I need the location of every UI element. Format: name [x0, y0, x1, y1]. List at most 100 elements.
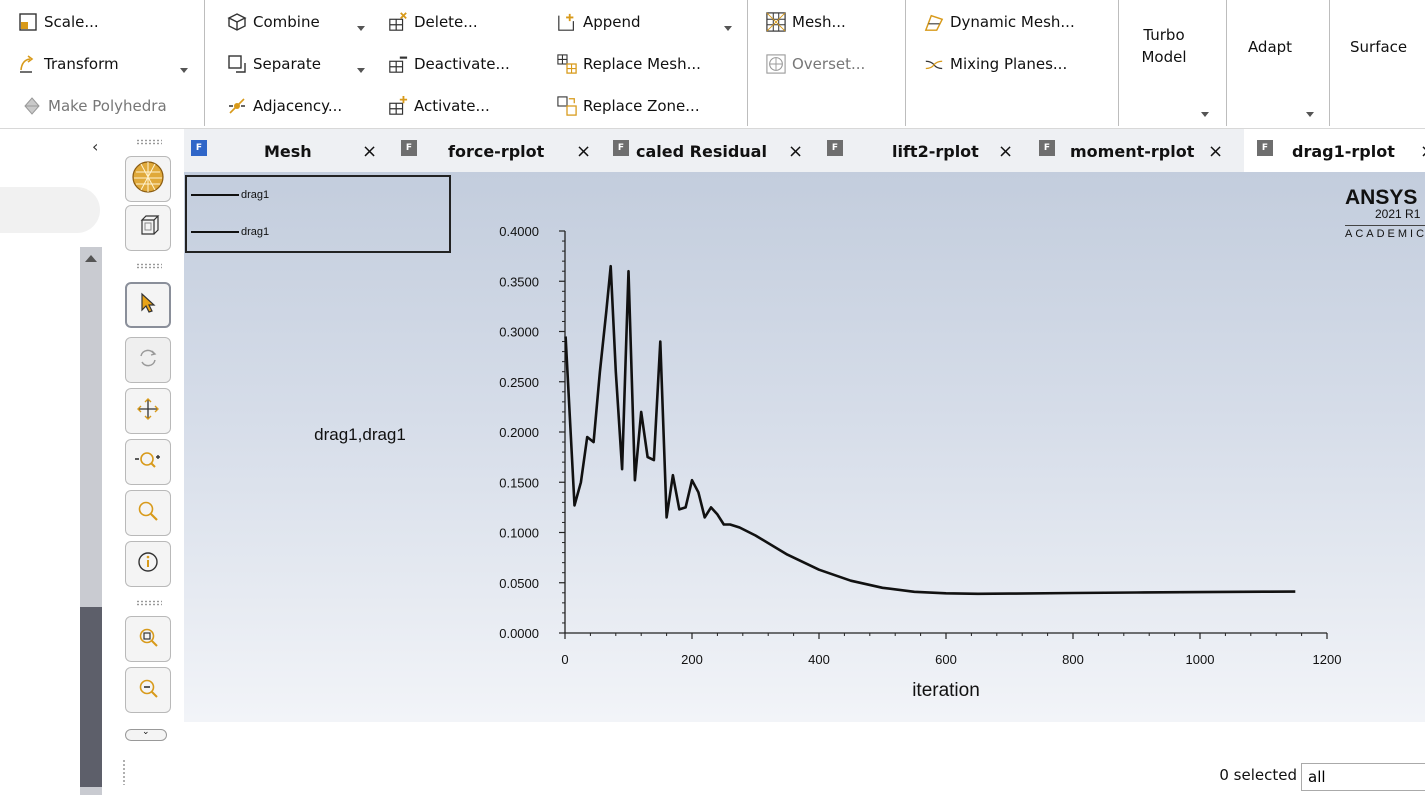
dynamic-mesh-button[interactable]: Dynamic Mesh...	[924, 9, 1075, 35]
probe-info-button[interactable]	[125, 541, 171, 587]
combine-dropdown-icon[interactable]	[357, 26, 365, 31]
fluent-window-icon: F	[191, 140, 207, 156]
replace-mesh-button[interactable]: Replace Mesh...	[557, 51, 701, 77]
deactivate-zone-icon	[388, 54, 408, 74]
zoom-to-fit-button[interactable]	[125, 616, 171, 662]
polyhedra-icon	[22, 96, 42, 116]
tab-close-icon[interactable]: ×	[1420, 141, 1425, 162]
append-dropdown-icon[interactable]	[724, 26, 732, 31]
replace-zone-button[interactable]: Replace Zone...	[557, 93, 700, 119]
tab-close-icon[interactable]: ×	[998, 141, 1014, 162]
select-tool-button[interactable]	[125, 282, 171, 328]
toolbar-grip-handle-2[interactable]	[136, 263, 162, 269]
tab-close-icon[interactable]: ×	[576, 141, 592, 162]
tree-scrollbar[interactable]	[80, 247, 102, 795]
tab-scaled-residuals[interactable]: F caled Residual ×	[604, 129, 814, 172]
activate-button[interactable]: Activate...	[388, 93, 490, 119]
deactivate-button[interactable]: Deactivate...	[388, 51, 510, 77]
ribbon-group-mesh-models: Dynamic Mesh... Mixing Planes...	[906, 0, 1119, 126]
surface-button[interactable]: Surface	[1350, 38, 1408, 56]
toolbar-grip-handle-3[interactable]	[136, 600, 162, 606]
fluent-window-icon: F	[613, 140, 629, 156]
make-polyhedra-button[interactable]: Make Polyhedra	[22, 93, 167, 119]
append-button[interactable]: Append	[557, 9, 641, 35]
selection-filter-input[interactable]	[1301, 763, 1425, 791]
overset-button[interactable]: Overset...	[766, 51, 865, 77]
tab-mesh[interactable]: F Mesh ×	[184, 129, 394, 172]
ribbon-group-zone-tools: Scale... Transform Make Polyhedra	[0, 0, 205, 126]
scrollbar-thumb[interactable]	[80, 607, 102, 787]
rotate-tool-button[interactable]	[125, 337, 171, 383]
combine-button[interactable]: Combine	[227, 9, 320, 35]
ribbon-group-surface: Surface	[1330, 0, 1425, 126]
tab-lift2-rplot[interactable]: F lift2-rplot ×	[814, 129, 1024, 172]
scroll-up-arrow-icon[interactable]	[85, 255, 97, 262]
ribbon-group-interfaces: Mesh... Overset...	[748, 0, 906, 126]
delete-button[interactable]: Delete...	[388, 9, 478, 35]
mesh-interfaces-button[interactable]: Mesh...	[766, 9, 846, 35]
zoom-fit-icon	[137, 626, 159, 652]
fluent-window-icon: F	[401, 140, 417, 156]
pan-arrows-icon	[136, 397, 160, 425]
transform-dropdown-icon[interactable]	[180, 68, 188, 73]
replace-mesh-icon	[557, 54, 577, 74]
ansys-logo: ANSYS 2021 R1 ACADEMIC	[1345, 186, 1425, 240]
transform-button[interactable]: Transform	[18, 51, 119, 77]
overflow-chevron-icon: ⌄	[142, 727, 150, 737]
collapse-panel-chevron-icon[interactable]: ‹	[92, 137, 99, 156]
mesh-interface-icon	[766, 12, 786, 32]
toolbar-bottom-grip[interactable]	[122, 759, 126, 785]
legend-line-swatch	[191, 194, 239, 196]
zoom-out-icon	[137, 677, 159, 703]
zoom-in-out-icon	[134, 449, 162, 475]
separate-button[interactable]: Separate	[227, 51, 321, 77]
tree-filter-input[interactable]	[0, 187, 100, 233]
turbo-model-button[interactable]: Turbo Model	[1141, 26, 1187, 66]
toolbar-grip-handle[interactable]	[136, 139, 162, 145]
mixing-planes-button[interactable]: Mixing Planes...	[924, 51, 1067, 77]
adapt-dropdown-icon[interactable]	[1306, 112, 1314, 117]
tab-close-icon[interactable]: ×	[1208, 141, 1224, 162]
replace-zone-icon	[557, 96, 577, 116]
combine-icon	[227, 12, 247, 32]
series-line-drag1	[564, 264, 1296, 596]
isometric-view-button[interactable]	[125, 156, 171, 202]
separate-dropdown-icon[interactable]	[357, 68, 365, 73]
plot-legend[interactable]: drag1 drag1	[185, 175, 451, 253]
adapt-button[interactable]: Adapt	[1247, 38, 1293, 56]
scale-button[interactable]: Scale...	[18, 9, 99, 35]
ribbon-group-zones: Combine Separate Adjacency... Delete... …	[205, 0, 748, 126]
y-tick-label: 0.0000	[499, 626, 539, 641]
x-tick-label: 0	[561, 652, 568, 667]
adjacency-button[interactable]: Adjacency...	[227, 93, 342, 119]
delete-zone-icon	[388, 12, 408, 32]
tab-close-icon[interactable]: ×	[788, 141, 804, 162]
y-tick-label: 0.2000	[499, 425, 539, 440]
turbo-model-dropdown-icon[interactable]	[1201, 112, 1209, 117]
tab-moment-rplot[interactable]: F moment-rplot ×	[1024, 129, 1240, 172]
graphics-window[interactable]: drag1 drag1 0.0000 0.0500 0.1000 0.1500 0.20…	[184, 172, 1425, 722]
ribbon-group-turbo-model: Turbo Model	[1119, 0, 1227, 126]
view-orientation-button[interactable]	[125, 205, 171, 251]
zoom-out-button[interactable]	[125, 667, 171, 713]
mixing-planes-icon	[924, 54, 944, 74]
ribbon: Scale... Transform Make Polyhedra Combin…	[0, 0, 1425, 129]
selection-count: 0 selected	[1219, 766, 1297, 784]
x-tick-label: 800	[1062, 652, 1084, 667]
y-axis-label: drag1,drag1	[314, 425, 406, 444]
graphics-tab-bar: F Mesh × F force-rplot × F caled Residua…	[184, 129, 1425, 172]
toolbar-overflow-button[interactable]: ⌄	[125, 727, 167, 741]
tab-force-rplot[interactable]: F force-rplot ×	[394, 129, 604, 172]
y-tick-label: 0.3500	[499, 274, 539, 289]
zoom-in-out-button[interactable]	[125, 439, 171, 485]
y-tick-label: 0.1000	[499, 526, 539, 541]
x-axis-label: iteration	[912, 680, 980, 701]
tab-drag1-rplot[interactable]: F drag1-rplot ×	[1244, 129, 1425, 172]
pan-tool-button[interactable]	[125, 388, 171, 434]
fluent-window-icon: F	[827, 140, 843, 156]
tab-close-icon[interactable]: ×	[362, 141, 378, 162]
zoom-box-button[interactable]	[125, 490, 171, 536]
fluent-window-icon: F	[1257, 140, 1273, 156]
y-tick-label: 0.4000	[499, 224, 539, 239]
selection-bar: 0 selected	[184, 722, 1425, 795]
